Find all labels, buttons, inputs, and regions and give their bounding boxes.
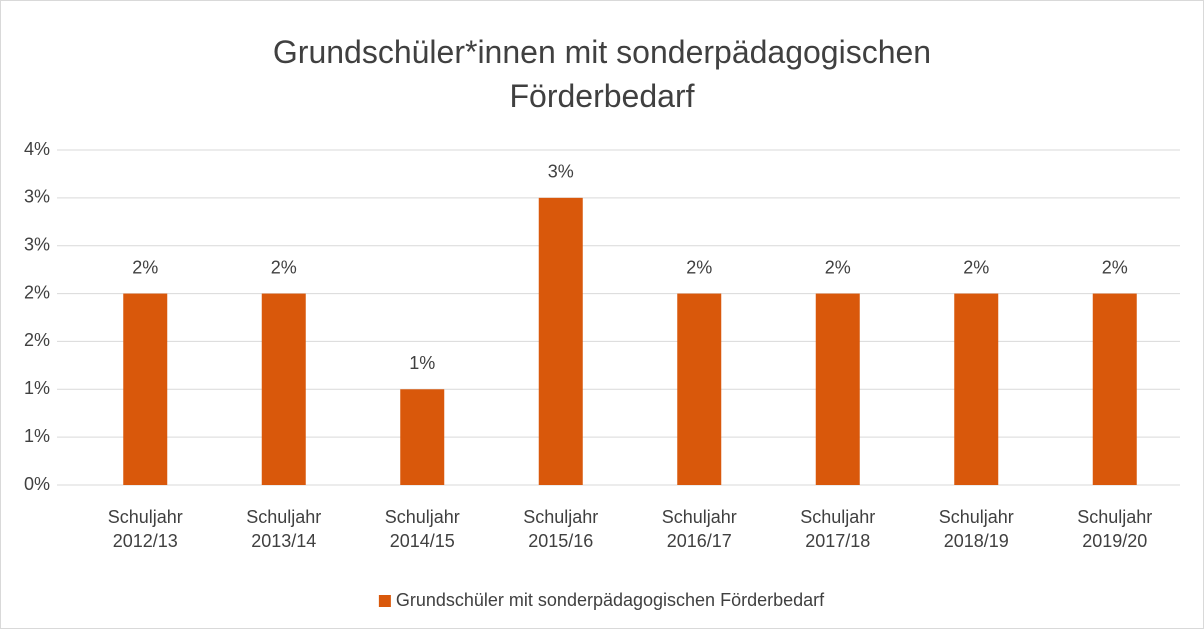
y-tick-label: 0% [24,474,50,494]
bar [954,293,999,485]
title-box: Grundschüler*innen mit sonderpädagogisch… [272,34,932,114]
data-label: 2% [686,257,712,277]
x-tick-label: Schuljahr 2017/18 [800,507,876,551]
bar [538,197,583,485]
x-tick-label: Schuljahr 2016/17 [661,507,737,551]
bar [123,293,168,485]
data-label: 2% [963,257,989,277]
y-tick-label: 3% [24,234,50,254]
y-tick-label: 4% [24,139,50,159]
x-tick-label: Schuljahr 2013/14 [246,507,322,551]
x-tick-label: Schuljahr 2018/19 [938,507,1014,551]
x-tick-label: Schuljahr 2014/15 [384,507,460,551]
data-label: 3% [548,162,574,182]
bar [677,293,722,485]
bar [1092,293,1137,485]
data-label: 1% [409,353,435,373]
y-tick-label: 2% [24,330,50,350]
y-tick-label: 1% [24,378,50,398]
bar [400,389,445,485]
y-tick-label: 3% [24,187,50,207]
legend-label: Grundschüler mit sonderpädagogischen För… [396,590,825,610]
y-tick-label: 2% [24,282,50,302]
data-label: 2% [825,257,851,277]
bar [261,293,306,485]
legend-swatch [378,595,391,607]
x-tick-label: Schuljahr 2019/20 [1077,507,1153,551]
data-label: 2% [132,257,158,277]
x-tick-label: Schuljahr 2012/13 [107,507,183,551]
data-label: 2% [1102,257,1128,277]
chart-title: Grundschüler*innen mit sonderpädagogisch… [272,34,932,114]
bar [815,293,860,485]
data-label: 2% [271,257,297,277]
y-tick-label: 1% [24,426,50,446]
x-tick-label: Schuljahr 2015/16 [523,507,599,551]
